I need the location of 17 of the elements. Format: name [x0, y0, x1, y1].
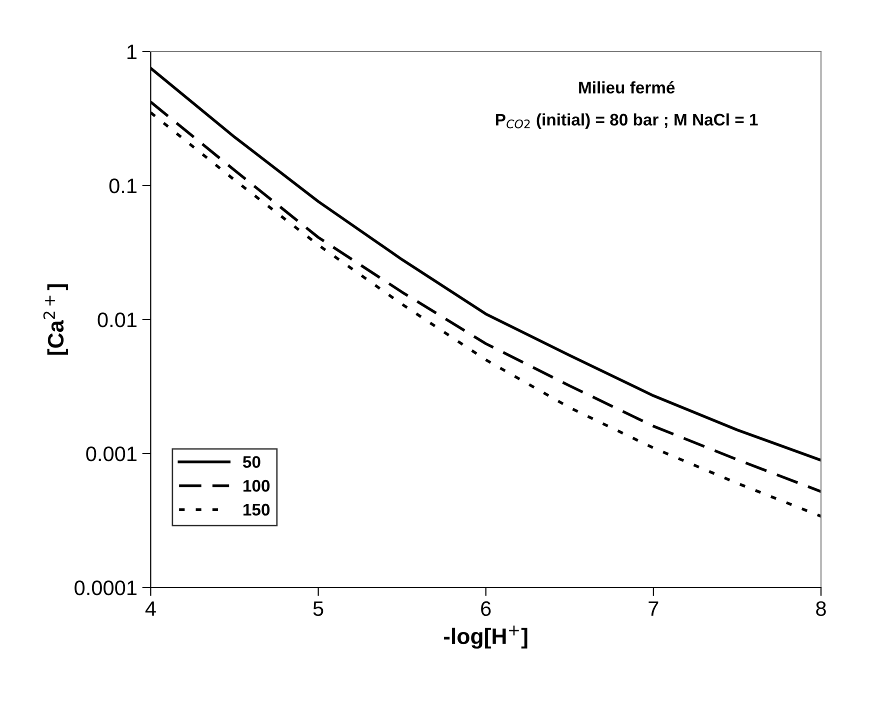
legend-label: 100 — [243, 480, 270, 492]
x-tick-label: 6 — [481, 601, 491, 616]
x-tick-label: 8 — [816, 601, 826, 616]
x-tick-label: 5 — [313, 601, 324, 616]
y-tick-label: 0.001 — [86, 446, 136, 462]
x-axis-title: -log[H$^{+}$] — [444, 626, 528, 649]
legend-label: 50 — [242, 456, 260, 468]
y-tick-label: 0.01 — [98, 312, 136, 328]
y-axis-title: [Ca$^{2+}$] — [43, 284, 68, 355]
x-tick-label: 7 — [648, 601, 658, 616]
annotation: P$_{CO2}$ (initial) = 80 bar ; M NaCl = 1 — [496, 113, 758, 129]
legend-label: 150 — [243, 504, 270, 516]
y-tick-label: 1 — [128, 44, 136, 60]
x-tick-label: 4 — [145, 601, 156, 616]
annotation: Milieu fermé — [579, 81, 675, 94]
y-tick-label: 0.0001 — [74, 580, 136, 596]
y-tick-label: 0.1 — [109, 178, 136, 194]
